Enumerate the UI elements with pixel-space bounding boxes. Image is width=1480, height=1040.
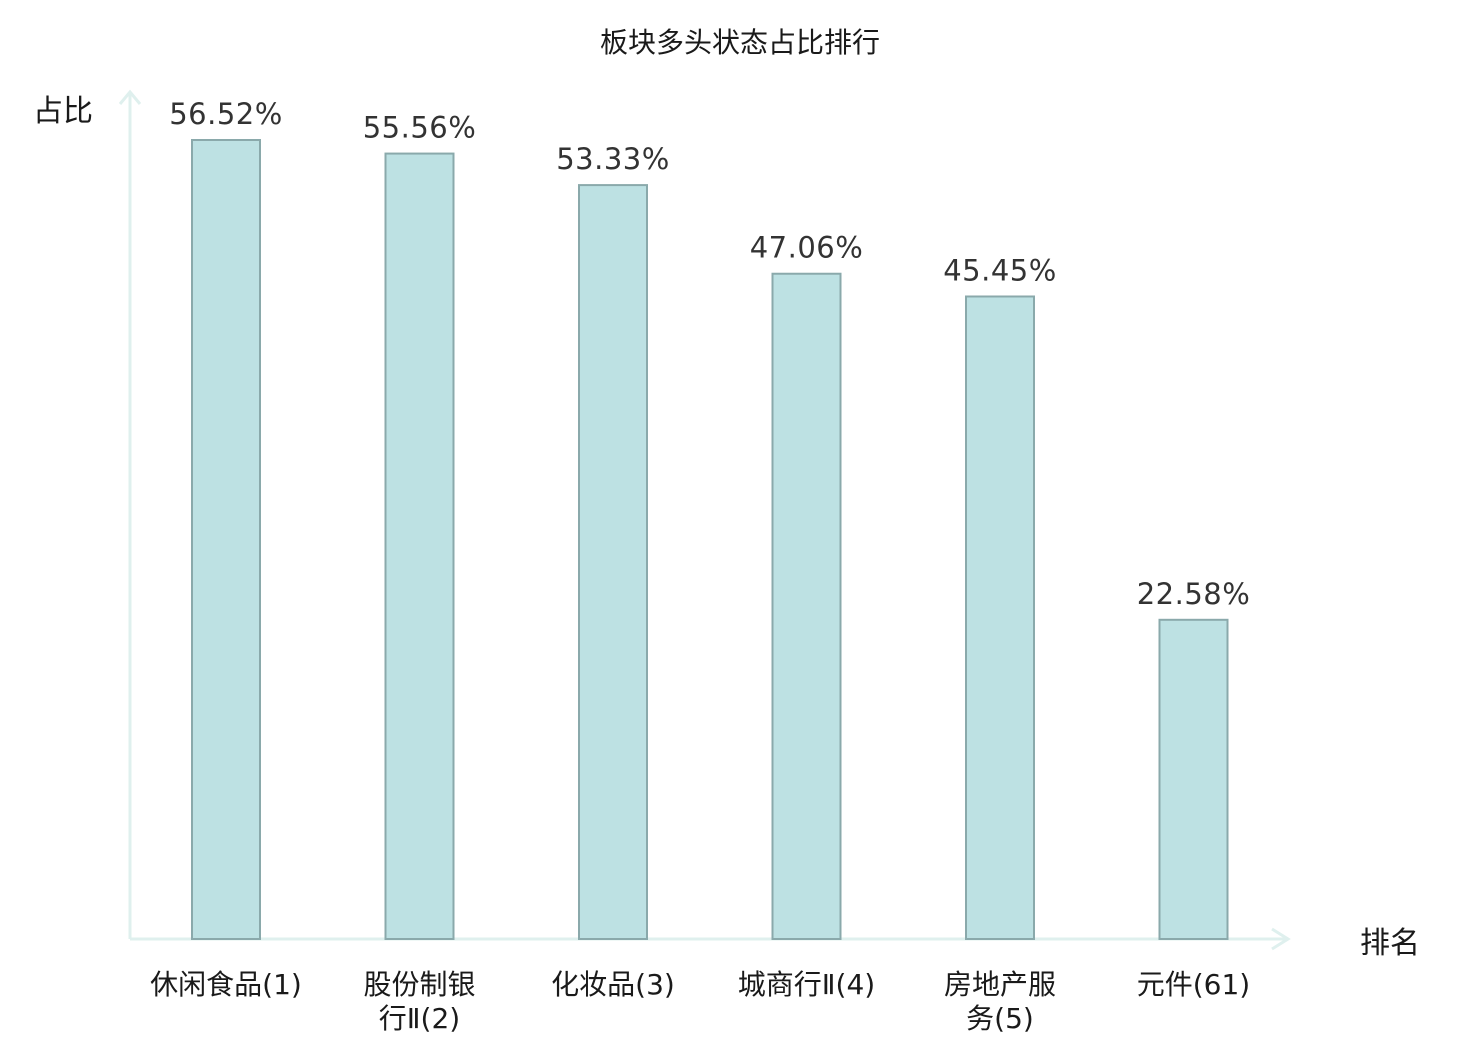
x-tick-label-5-line-1: 房地产服: [944, 968, 1056, 1001]
value-label-3: 53.33%: [556, 142, 670, 176]
x-tick-labels: 休闲食品(1) 股份制银行Ⅱ(2) 化妆品(3) 城商行Ⅱ(4) 房地产服务(5) 元件(…: [150, 968, 1250, 1035]
x-tick-label-1-line-1: 休闲食品(1): [150, 968, 302, 1001]
x-tick-label-4-line-1: 城商行Ⅱ(4): [738, 968, 875, 1001]
y-axis-label: 占比: [33, 94, 93, 129]
chart-title: 板块多头状态占比排行: [600, 26, 880, 59]
bar-3: [578, 184, 648, 941]
x-tick-label-2-line-2: 行Ⅱ(2): [379, 1002, 460, 1035]
x-tick-label-5-line-2: 务(5): [966, 1002, 1034, 1035]
value-labels: 56.52% 55.56% 53.33% 47.06% 45.45% 22.58%: [169, 97, 1250, 611]
value-label-6: 22.58%: [1137, 577, 1251, 611]
x-tick-label-2: 股份制银行Ⅱ(2): [363, 968, 475, 1035]
bar-4: [771, 272, 842, 940]
bar-5: [965, 295, 1035, 940]
x-tick-label-6: 元件(61): [1137, 968, 1250, 1001]
x-tick-label-2-line-1: 股份制银: [363, 968, 475, 1001]
value-label-5: 45.45%: [943, 253, 1057, 287]
x-tick-label-3-line-1: 化妆品(3): [551, 968, 675, 1001]
x-tick-label-6-line-1: 元件(61): [1137, 968, 1250, 1001]
x-tick-label-4: 城商行Ⅱ(4): [738, 968, 875, 1001]
x-tick-label-5: 房地产服务(5): [944, 968, 1056, 1035]
value-label-1: 56.52%: [169, 97, 283, 131]
x-tick-label-1: 休闲食品(1): [150, 968, 302, 1001]
y-axis: [118, 89, 142, 939]
x-tick-label-3: 化妆品(3): [551, 968, 675, 1001]
value-label-2: 55.56%: [363, 111, 477, 145]
bar-1: [191, 139, 261, 940]
bar-2: [384, 152, 455, 941]
bar-6: [1158, 618, 1229, 940]
bar-series: [191, 139, 1229, 941]
value-label-4: 47.06%: [750, 231, 864, 265]
x-axis-label: 排名: [1360, 926, 1420, 961]
x-axis: [130, 927, 1291, 951]
